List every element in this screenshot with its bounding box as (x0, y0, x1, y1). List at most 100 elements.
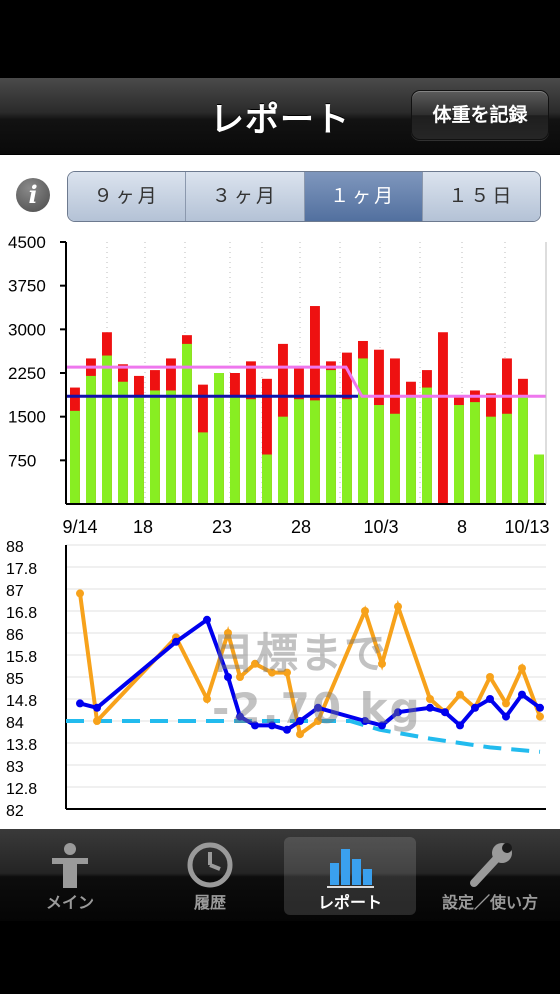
weight-point-blue (93, 703, 101, 712)
weight-point-orange (93, 717, 101, 725)
line-y-tick-label: 86 (6, 627, 24, 644)
burn-bar (486, 416, 496, 504)
burn-bar (166, 390, 176, 504)
bar-x-tick-label: 9/14 (62, 517, 97, 537)
bar-y-tick-label: 750 (8, 451, 36, 470)
burn-bar (214, 373, 224, 504)
segment-1-month[interactable]: １ヶ月 (304, 172, 423, 221)
weight-line-blue (79, 616, 542, 732)
line-y-tick-label-bmi: 13.8 (6, 737, 37, 754)
burn-bar (406, 396, 416, 504)
info-icon[interactable]: i (16, 178, 50, 212)
bar-y-tick-label: 4500 (8, 233, 46, 252)
tab-history-label: 履歴 (193, 893, 226, 912)
weight-point-blue (203, 615, 211, 624)
weight-point-orange (486, 673, 494, 681)
weight-point-orange (314, 717, 322, 725)
wrench-icon (470, 843, 512, 887)
burn-bar (390, 413, 400, 504)
weight-point-blue (518, 690, 526, 699)
burn-bar (278, 416, 288, 504)
line-y-tick-label: 82 (6, 803, 24, 820)
weight-point-orange (378, 659, 386, 668)
burn-bar (294, 399, 304, 504)
burn-bar (70, 410, 80, 504)
line-y-tick-label: 83 (6, 759, 24, 776)
weight-point-orange (76, 589, 84, 598)
bar-y-tick-label: 3750 (8, 277, 46, 296)
period-segmented-control: ９ヶ月 ３ヶ月 １ヶ月 １５日 (67, 171, 541, 222)
burn-bar (102, 355, 112, 504)
bar-x-tick-label: 18 (133, 517, 153, 537)
bar-x-tick-label: 10/13 (504, 517, 549, 537)
segment-9-months[interactable]: ９ヶ月 (68, 172, 187, 221)
segment-15-days[interactable]: １５日 (422, 172, 540, 221)
line-y-tick-label-bmi: 14.8 (6, 693, 37, 710)
bar-y-tick-label: 3000 (8, 320, 46, 339)
weight-point-blue (471, 703, 479, 712)
burn-bar (134, 396, 144, 504)
burn-bar (182, 343, 192, 504)
burn-bar (230, 396, 240, 504)
burn-bar (454, 405, 464, 504)
weight-point-blue (502, 712, 510, 721)
tab-settings[interactable]: 設定／使い方 (420, 829, 560, 921)
bar-x-tick-label: 10/3 (363, 517, 398, 537)
bar-chart-icon (327, 849, 374, 888)
burn-bar (470, 402, 480, 504)
tab-bar: メイン 履歴 レポート 設定／使い方 (0, 829, 560, 921)
burn-bar (118, 381, 128, 504)
weight-point-blue (268, 721, 276, 730)
weight-point-blue (394, 708, 402, 717)
weight-point-blue (441, 708, 449, 717)
tab-settings-label: 設定／使い方 (441, 893, 538, 912)
overlay-goal-value: -2.70 kg (212, 684, 422, 733)
line-y-tick-label-bmi: 16.8 (6, 605, 37, 622)
line-y-tick-label: 88 (6, 539, 24, 556)
weight-point-orange (283, 668, 291, 677)
weight-point-orange (426, 695, 434, 703)
weight-point-blue (283, 725, 291, 734)
weight-point-orange (224, 629, 232, 637)
burn-bar (86, 375, 96, 504)
weight-point-blue (378, 721, 386, 730)
burn-bar (358, 358, 368, 504)
burn-bar (374, 405, 384, 504)
intake-bar (262, 378, 272, 504)
tab-main[interactable]: メイン (0, 829, 140, 921)
bar-x-tick-label: 8 (457, 517, 467, 537)
page-title: レポート (210, 100, 350, 140)
weight-point-orange (394, 602, 402, 611)
person-icon (52, 843, 88, 888)
burn-bar (342, 399, 352, 504)
weight-point-blue (251, 721, 259, 730)
weight-point-blue (314, 703, 322, 712)
tab-history[interactable]: 履歴 (140, 829, 280, 921)
burn-bar (518, 396, 528, 504)
weight-point-orange (268, 668, 276, 677)
weight-point-blue (172, 637, 180, 646)
weight-point-orange (502, 699, 510, 708)
weight-point-orange (251, 659, 259, 668)
weight-point-orange (236, 673, 244, 681)
bar-y-tick-label: 2250 (8, 364, 46, 383)
burn-bar (534, 454, 544, 504)
record-weight-button[interactable]: 体重を記録 (411, 90, 549, 140)
weight-point-blue (426, 703, 434, 712)
segment-3-months[interactable]: ３ヶ月 (186, 172, 305, 221)
bar-y-tick-label: 1500 (8, 408, 46, 427)
burn-bar (326, 370, 336, 504)
weight-point-blue (296, 717, 304, 725)
weight-point-blue (76, 699, 84, 708)
weight-point-blue (456, 721, 464, 730)
weight-point-orange (203, 695, 211, 703)
burn-bar (310, 400, 320, 504)
weight-point-orange (361, 607, 369, 615)
tab-main-label: メイン (45, 893, 94, 912)
weight-point-orange (296, 730, 304, 739)
weight-point-blue (486, 695, 494, 703)
weight-line-orange (78, 593, 542, 738)
line-y-tick-label: 84 (6, 715, 24, 732)
tab-report[interactable]: レポート (280, 829, 420, 921)
weight-point-blue (361, 717, 369, 725)
